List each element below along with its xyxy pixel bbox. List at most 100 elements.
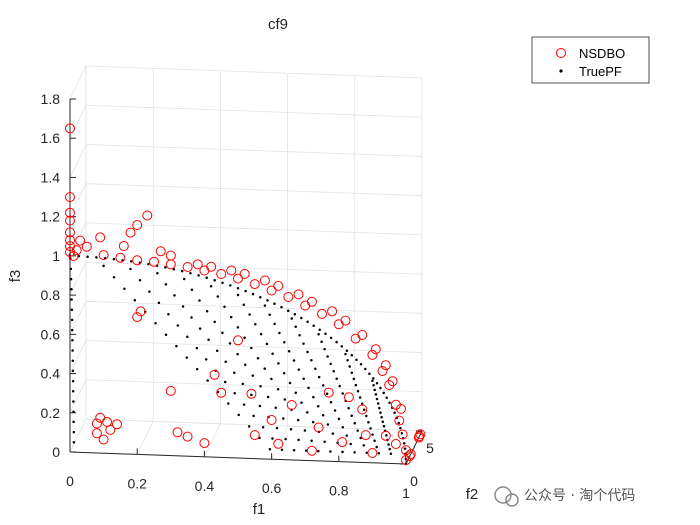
nsdbo-point-37 [384,380,395,390]
nsdbo-point-44 [206,261,217,272]
truepf-point-191 [307,386,310,390]
truepf-point-25 [273,302,276,305]
grid-back-z-9 [85,65,423,79]
nsdbo-point-71 [249,430,260,441]
truepf-point-193 [316,404,320,408]
nsdbo-point-35 [367,349,378,360]
truepf-point-156 [263,367,266,370]
x-axis-title: f1 [253,501,266,518]
truepf-point-206 [317,375,321,379]
truepf-point-133 [198,299,201,302]
truepf-point-215 [353,451,356,454]
truepf-point-119 [198,327,202,330]
truepf-point-161 [296,418,300,422]
nsdbo-point-19 [98,250,109,261]
grid-floor-x-0 [69,418,87,453]
nsdbo-point-49 [293,289,304,300]
truepf-point-78 [69,267,73,271]
truepf-point-99 [148,290,151,293]
nsdbo-point-52 [340,315,351,326]
truepf-point-141 [259,385,262,388]
truepf-point-57 [403,447,407,450]
truepf-point-235 [348,365,351,368]
truepf-point-62 [72,430,76,434]
nsdbo-point-92 [404,451,415,462]
truepf-point-227 [350,414,353,417]
truepf-point-171 [271,352,274,355]
truepf-point-214 [349,442,352,446]
truepf-point-27 [286,309,290,312]
truepf-point-264 [387,443,390,446]
z-tick-label-8: 1.6 [41,130,61,146]
truepf-point-257 [379,411,382,414]
nsdbo-point-75 [172,427,183,438]
truepf-point-239 [356,390,360,393]
nsdbo-point-9 [71,245,82,256]
y-tick-label-1: 5 [426,440,434,456]
tick-labels: 0 0.2 0.4 0.6 0.8 10500.20.40.60.811.21.41.61… [41,91,435,501]
truepf-point-83 [133,299,137,302]
truepf-point-56 [402,442,406,445]
truepf-point-233 [344,352,347,356]
truepf-point-45 [379,386,382,390]
truepf-point-177 [306,411,309,414]
nsdbo-point-55 [380,360,391,371]
truepf-point-229 [356,429,359,432]
nsdbo-point-73 [199,438,210,449]
grid-left-z-9 [69,65,87,100]
truepf-point-201 [298,333,301,337]
truepf-point-185 [278,331,281,335]
truepf-point-52 [397,421,400,425]
truepf-point-102 [176,324,180,327]
truepf-point-231 [362,444,365,447]
truepf-point-139 [243,363,247,367]
nsdbo-point-66 [286,400,297,410]
truepf-point-75 [70,298,73,301]
truepf-point-204 [310,359,313,362]
truepf-point-213 [345,434,348,437]
truepf-point-98 [138,279,142,282]
nsdbo-point-8 [68,251,79,261]
truepf-point-113 [280,448,284,452]
z-tick-label-4: 0.8 [41,287,61,303]
truepf-point-38 [350,354,354,357]
truepf-point-22 [251,292,255,296]
truepf-point-118 [190,316,193,319]
nsdbo-point-65 [266,415,277,425]
truepf-point-131 [182,277,186,281]
truepf-point-107 [223,380,227,384]
truepf-point-100 [157,301,161,305]
truepf-point-97 [129,267,132,271]
nsdbo-point-83 [380,430,391,441]
truepf-point-251 [372,384,375,387]
truepf-point-17 [213,278,216,282]
truepf-point-24 [266,299,269,302]
truepf-point-167 [248,313,251,316]
nsdbo-point-57 [396,403,406,414]
truepf-point-138 [236,352,239,356]
truepf-point-255 [376,402,380,405]
truepf-point-90 [206,379,209,382]
grid-back-z-4 [85,261,423,275]
truepf-point-237 [352,377,356,381]
truepf-point-258 [380,415,383,419]
truepf-point-43 [372,377,375,380]
truepf-point-222 [335,377,338,380]
truepf-point-183 [268,313,271,316]
truepf-point-224 [341,392,344,395]
truepf-point-220 [329,362,332,366]
truepf-point-80 [102,264,105,268]
truepf-point-15 [197,274,200,277]
nsdbo-point-60 [233,335,243,346]
truepf-point-29 [300,316,303,320]
nsdbo-point-51 [327,306,338,317]
truepf-point-190 [302,377,305,381]
truepf-point-186 [283,340,286,344]
truepf-point-203 [306,350,309,354]
truepf-point-243 [365,414,368,418]
truepf-point-73 [70,318,74,322]
truepf-point-54 [400,431,404,435]
truepf-point-9 [147,262,150,266]
truepf-point-61 [72,441,76,444]
